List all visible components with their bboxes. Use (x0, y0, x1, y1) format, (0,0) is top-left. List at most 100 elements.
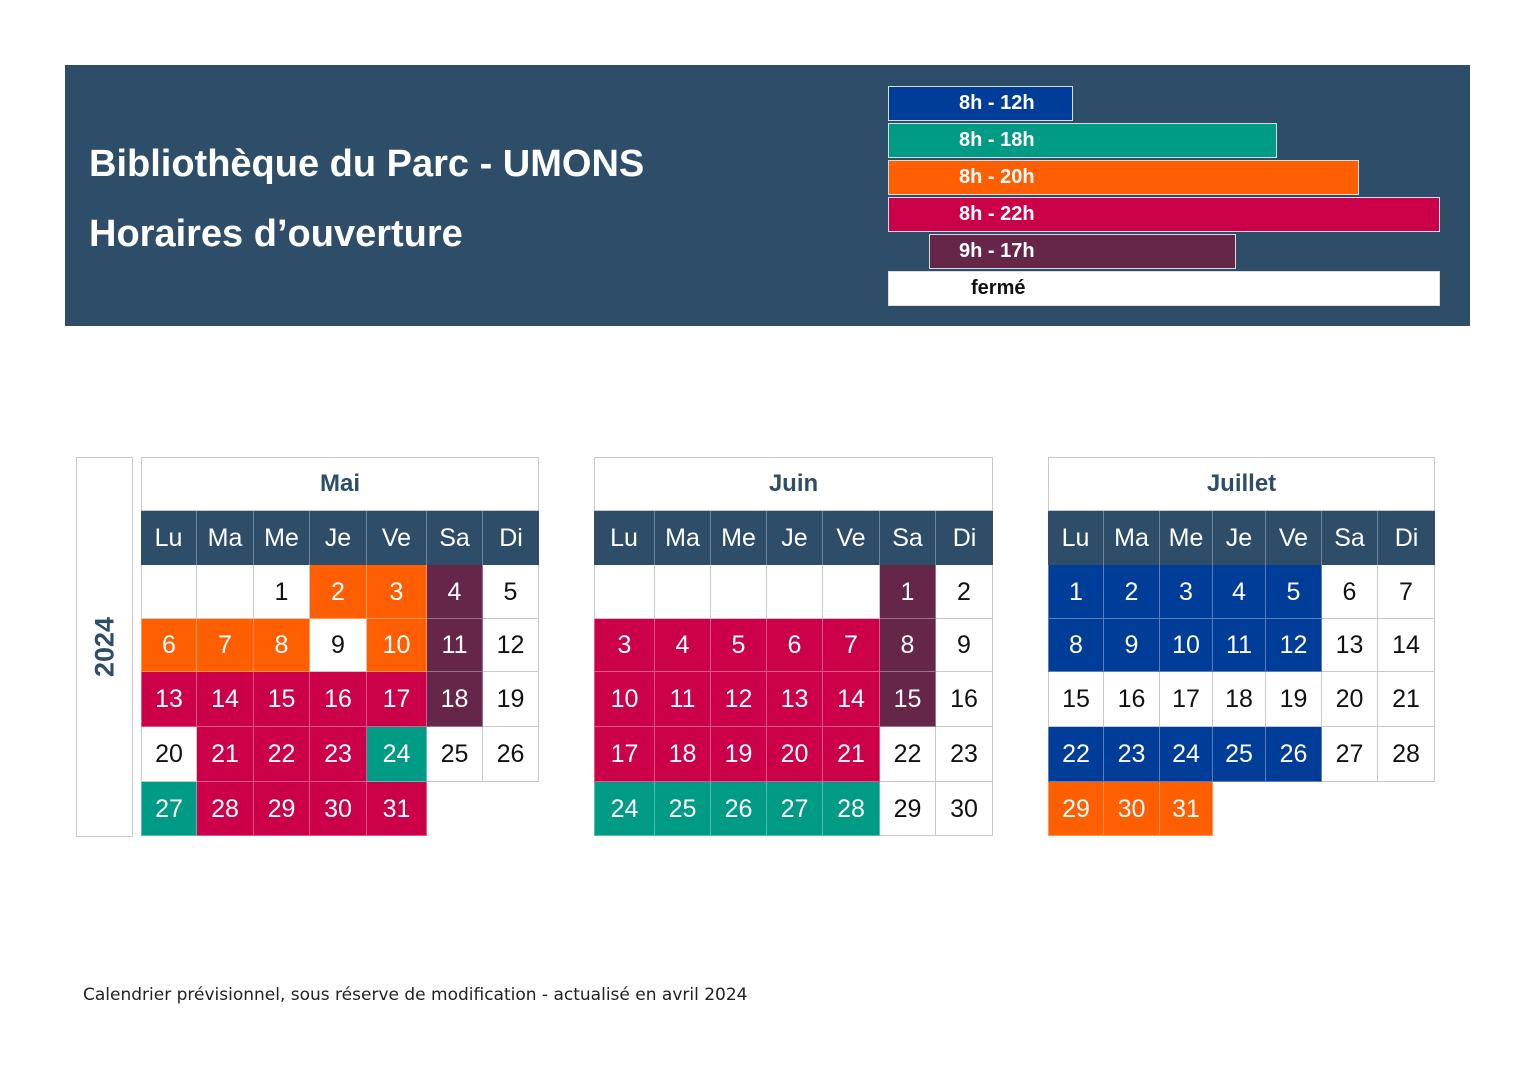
day-cell: 8 (880, 619, 936, 672)
day-cell: 5 (1266, 565, 1322, 619)
day-cell: 12 (1266, 619, 1322, 672)
day-cell: 8 (254, 619, 310, 672)
empty-day-cell (823, 565, 880, 619)
day-cell: 30 (310, 782, 367, 836)
weekday-header: Ma (1104, 511, 1160, 565)
year-label-box: 2024 (76, 457, 133, 837)
day-cell: 26 (483, 727, 539, 782)
day-cell: 30 (1104, 782, 1160, 836)
month-title: Juin (594, 457, 993, 511)
month-juin: Juin Lu Ma Me Je Ve Sa Di 1 2 3 4 5 6 7 8 9 10 11 12 13 14 15 1… (594, 457, 993, 837)
day-cell: 8 (1048, 619, 1104, 672)
day-cell: 15 (1048, 672, 1104, 727)
day-cell: 30 (936, 782, 993, 836)
weekday-header: Sa (1322, 511, 1378, 565)
day-cell: 18 (427, 672, 483, 727)
day-cell: 9 (310, 619, 367, 672)
day-cell: 5 (483, 565, 539, 619)
day-cell: 6 (141, 619, 197, 672)
weekday-header: Ma (655, 511, 711, 565)
day-cell: 16 (936, 672, 993, 727)
weekday-header: Sa (880, 511, 936, 565)
header-banner: Bibliothèque du Parc - UMONS Horaires d’… (65, 65, 1470, 326)
day-cell: 3 (594, 619, 655, 672)
day-cell: 4 (1213, 565, 1266, 619)
weekday-header: Ma (197, 511, 254, 565)
day-cell: 22 (880, 727, 936, 782)
day-cell: 31 (367, 782, 427, 836)
day-cell: 3 (367, 565, 427, 619)
footer-note: Calendrier prévisionnel, sous réserve de… (83, 985, 748, 1005)
weekday-header: Me (1160, 511, 1213, 565)
day-cell: 7 (1378, 565, 1435, 619)
legend-label: 8h - 18h (959, 129, 1035, 151)
legend-item-e: 9h - 17h (929, 234, 1236, 269)
day-cell: 13 (1322, 619, 1378, 672)
empty-day-cell (711, 565, 767, 619)
legend-item-a: 8h - 12h (888, 86, 1073, 121)
day-cell: 15 (254, 672, 310, 727)
day-cell: 9 (1104, 619, 1160, 672)
day-cell: 28 (823, 782, 880, 836)
day-cell: 27 (767, 782, 823, 836)
year-label: 2024 (89, 616, 119, 678)
day-cell: 1 (880, 565, 936, 619)
day-cell: 4 (427, 565, 483, 619)
day-cell: 29 (880, 782, 936, 836)
empty-day-cell (141, 565, 197, 619)
day-cell: 5 (711, 619, 767, 672)
weekday-header: Je (310, 511, 367, 565)
day-cell: 12 (483, 619, 539, 672)
empty-day-cell (655, 565, 711, 619)
page-title: Bibliothèque du Parc - UMONS (89, 143, 645, 185)
day-cell: 23 (936, 727, 993, 782)
day-cell: 2 (1104, 565, 1160, 619)
day-cell: 17 (1160, 672, 1213, 727)
day-cell: 23 (310, 727, 367, 782)
day-cell: 26 (1266, 727, 1322, 782)
day-cell: 20 (1322, 672, 1378, 727)
month-title: Juillet (1048, 457, 1435, 511)
day-cell: 6 (767, 619, 823, 672)
day-cell: 10 (367, 619, 427, 672)
day-cell: 11 (655, 672, 711, 727)
weekday-header: Me (254, 511, 310, 565)
day-cell: 21 (197, 727, 254, 782)
page-subtitle: Horaires d’ouverture (89, 213, 463, 255)
day-cell: 22 (254, 727, 310, 782)
day-cell: 24 (367, 727, 427, 782)
day-cell: 25 (427, 727, 483, 782)
day-cell: 9 (936, 619, 993, 672)
day-cell: 13 (767, 672, 823, 727)
day-cell: 1 (254, 565, 310, 619)
day-cell: 31 (1160, 782, 1213, 836)
day-cell: 27 (1322, 727, 1378, 782)
day-cell: 11 (1213, 619, 1266, 672)
day-cell: 21 (1378, 672, 1435, 727)
day-cell: 18 (1213, 672, 1266, 727)
legend-label: fermé (971, 277, 1026, 299)
day-cell: 28 (1378, 727, 1435, 782)
weekday-header: Ve (823, 511, 880, 565)
legend-item-c: 8h - 20h (888, 160, 1359, 195)
weekday-header: Di (936, 511, 993, 565)
day-cell: 25 (1213, 727, 1266, 782)
day-cell: 16 (1104, 672, 1160, 727)
day-cell: 19 (711, 727, 767, 782)
empty-day-cell (197, 565, 254, 619)
day-cell: 14 (197, 672, 254, 727)
day-cell: 20 (141, 727, 197, 782)
month-mai: Mai Lu Ma Me Je Ve Sa Di 1 2 3 4 5 6 7 8 9 10 11 12 13 14 15 16… (141, 457, 539, 837)
legend-item-f: fermé (888, 271, 1440, 306)
day-cell: 14 (1378, 619, 1435, 672)
empty-day-cell (594, 565, 655, 619)
day-cell: 23 (1104, 727, 1160, 782)
month-title: Mai (141, 457, 539, 511)
weekday-header: Sa (427, 511, 483, 565)
day-cell: 14 (823, 672, 880, 727)
day-cell: 7 (823, 619, 880, 672)
day-cell: 25 (655, 782, 711, 836)
day-cell: 18 (655, 727, 711, 782)
month-juillet: Juillet Lu Ma Me Je Ve Sa Di 1 2 3 4 5 6 7 8 9 10 11 12 13 14… (1048, 457, 1435, 837)
day-cell: 29 (1048, 782, 1104, 836)
